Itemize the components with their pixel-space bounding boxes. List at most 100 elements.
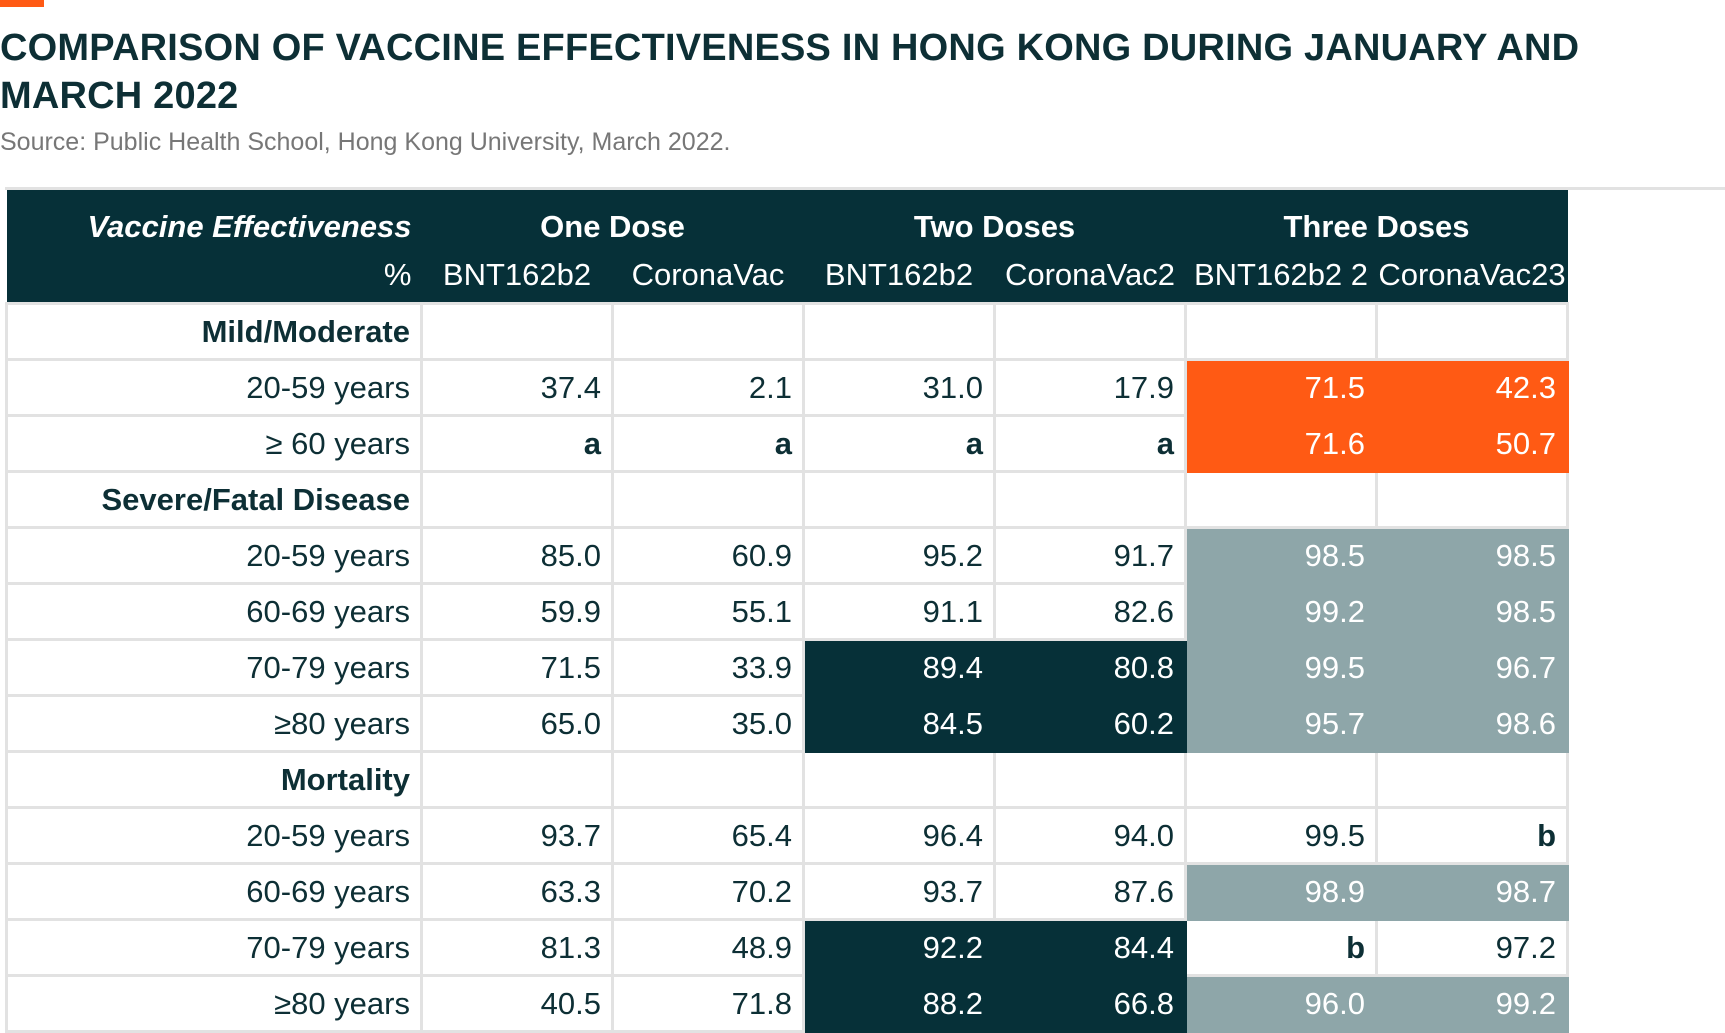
section-row: Severe/Fatal Disease bbox=[5, 470, 1569, 529]
table-header: Vaccine Effectiveness One Dose Two Doses… bbox=[6, 190, 1568, 304]
empty-cell bbox=[1375, 470, 1569, 529]
section-label: Severe/Fatal Disease bbox=[5, 470, 423, 529]
header-group-two-doses: Two Doses bbox=[803, 190, 1186, 247]
value-cell: b bbox=[1184, 918, 1378, 977]
value-cell: 66.8 bbox=[993, 974, 1187, 1033]
header-corner-title: Vaccine Effectiveness bbox=[6, 190, 422, 247]
value-cell: b bbox=[1375, 806, 1569, 865]
value-cell: 50.7 bbox=[1375, 414, 1569, 473]
value-cell: a bbox=[611, 414, 805, 473]
value-cell: 98.5 bbox=[1375, 526, 1569, 585]
value-cell: 96.0 bbox=[1184, 974, 1378, 1033]
value-cell: 96.7 bbox=[1375, 638, 1569, 697]
empty-cell bbox=[993, 302, 1187, 361]
row-label: 20-59 years bbox=[5, 358, 423, 417]
header-column: CoronaVac bbox=[612, 247, 804, 304]
value-cell: 48.9 bbox=[611, 918, 805, 977]
value-cell: 98.7 bbox=[1375, 862, 1569, 921]
value-cell: 93.7 bbox=[802, 862, 996, 921]
header-group-one-dose: One Dose bbox=[421, 190, 804, 247]
source-note: Source: Public Health School, Hong Kong … bbox=[0, 128, 731, 156]
header-group-row: Vaccine Effectiveness One Dose Two Doses… bbox=[6, 190, 1568, 247]
value-cell: 91.1 bbox=[802, 582, 996, 641]
value-cell: 99.5 bbox=[1184, 806, 1378, 865]
value-cell: a bbox=[993, 414, 1187, 473]
value-cell: 63.3 bbox=[420, 862, 614, 921]
header-column: CoronaVac23 bbox=[1376, 247, 1568, 304]
table-row: 20-59 years 85.0 60.9 95.2 91.7 98.5 98.5 bbox=[5, 526, 1569, 585]
value-cell: 40.5 bbox=[420, 974, 614, 1033]
row-label: 60-69 years bbox=[5, 582, 423, 641]
row-label: ≥80 years bbox=[5, 694, 423, 753]
row-label: 20-59 years bbox=[5, 806, 423, 865]
header-corner-unit: % bbox=[6, 247, 422, 304]
value-cell: 31.0 bbox=[802, 358, 996, 417]
value-cell: 99.5 bbox=[1184, 638, 1378, 697]
value-cell: a bbox=[420, 414, 614, 473]
empty-cell bbox=[802, 302, 996, 361]
value-cell: 98.5 bbox=[1184, 526, 1378, 585]
header-group-three-doses: Three Doses bbox=[1185, 190, 1568, 247]
value-cell: 96.4 bbox=[802, 806, 996, 865]
value-cell: 60.9 bbox=[611, 526, 805, 585]
header-column: BNT162b2 2 bbox=[1185, 247, 1377, 304]
value-cell: 89.4 bbox=[802, 638, 996, 697]
empty-cell bbox=[802, 470, 996, 529]
empty-cell bbox=[993, 470, 1187, 529]
empty-cell bbox=[1375, 750, 1569, 809]
value-cell: 55.1 bbox=[611, 582, 805, 641]
table-row: 60-69 years 63.3 70.2 93.7 87.6 98.9 98.7 bbox=[5, 862, 1569, 921]
value-cell: 65.0 bbox=[420, 694, 614, 753]
empty-cell bbox=[420, 470, 614, 529]
empty-cell bbox=[1184, 470, 1378, 529]
value-cell: 71.5 bbox=[1184, 358, 1378, 417]
value-cell: 65.4 bbox=[611, 806, 805, 865]
accent-bar bbox=[0, 0, 44, 7]
empty-cell bbox=[993, 750, 1187, 809]
table-row: 70-79 years 81.3 48.9 92.2 84.4 b 97.2 bbox=[5, 918, 1569, 977]
value-cell: 87.6 bbox=[993, 862, 1187, 921]
table-row: ≥80 years 40.5 71.8 88.2 66.8 96.0 99.2 bbox=[5, 974, 1569, 1033]
row-label: 60-69 years bbox=[5, 862, 423, 921]
section-label: Mortality bbox=[5, 750, 423, 809]
row-label: ≥80 years bbox=[5, 974, 423, 1033]
value-cell: 71.6 bbox=[1184, 414, 1378, 473]
row-label: 70-79 years bbox=[5, 638, 423, 697]
table-row: ≥ 60 years a a a a 71.6 50.7 bbox=[5, 414, 1569, 473]
table-body: Mild/Moderate 20-59 years 37.4 2.1 31.0 17.9 7… bbox=[5, 302, 1569, 1033]
value-cell: 99.2 bbox=[1184, 582, 1378, 641]
value-cell: 71.5 bbox=[420, 638, 614, 697]
value-cell: 85.0 bbox=[420, 526, 614, 585]
value-cell: 98.9 bbox=[1184, 862, 1378, 921]
empty-cell bbox=[420, 302, 614, 361]
value-cell: 94.0 bbox=[993, 806, 1187, 865]
section-label: Mild/Moderate bbox=[5, 302, 423, 361]
empty-cell bbox=[1375, 302, 1569, 361]
value-cell: 95.7 bbox=[1184, 694, 1378, 753]
value-cell: 60.2 bbox=[993, 694, 1187, 753]
empty-cell bbox=[611, 302, 805, 361]
row-label: 20-59 years bbox=[5, 526, 423, 585]
empty-cell bbox=[802, 750, 996, 809]
value-cell: 88.2 bbox=[802, 974, 996, 1033]
value-cell: 91.7 bbox=[993, 526, 1187, 585]
header-column: BNT162b2 bbox=[421, 247, 613, 304]
chart-title: COMPARISON OF VACCINE EFFECTIVENESS IN H… bbox=[0, 27, 1580, 117]
section-row: Mortality bbox=[5, 750, 1569, 809]
section-row: Mild/Moderate bbox=[5, 302, 1569, 361]
value-cell: 80.8 bbox=[993, 638, 1187, 697]
value-cell: 98.6 bbox=[1375, 694, 1569, 753]
header-column: BNT162b2 bbox=[803, 247, 995, 304]
value-cell: 59.9 bbox=[420, 582, 614, 641]
value-cell: 84.4 bbox=[993, 918, 1187, 977]
row-label: ≥ 60 years bbox=[5, 414, 423, 473]
table-row: 60-69 years 59.9 55.1 91.1 82.6 99.2 98.5 bbox=[5, 582, 1569, 641]
value-cell: 2.1 bbox=[611, 358, 805, 417]
table-row: 20-59 years 37.4 2.1 31.0 17.9 71.5 42.3 bbox=[5, 358, 1569, 417]
header-column: CoronaVac2 bbox=[994, 247, 1186, 304]
table-top-rule bbox=[5, 187, 1725, 190]
table-row: ≥80 years 65.0 35.0 84.5 60.2 95.7 98.6 bbox=[5, 694, 1569, 753]
value-cell: 84.5 bbox=[802, 694, 996, 753]
value-cell: 71.8 bbox=[611, 974, 805, 1033]
value-cell: 37.4 bbox=[420, 358, 614, 417]
